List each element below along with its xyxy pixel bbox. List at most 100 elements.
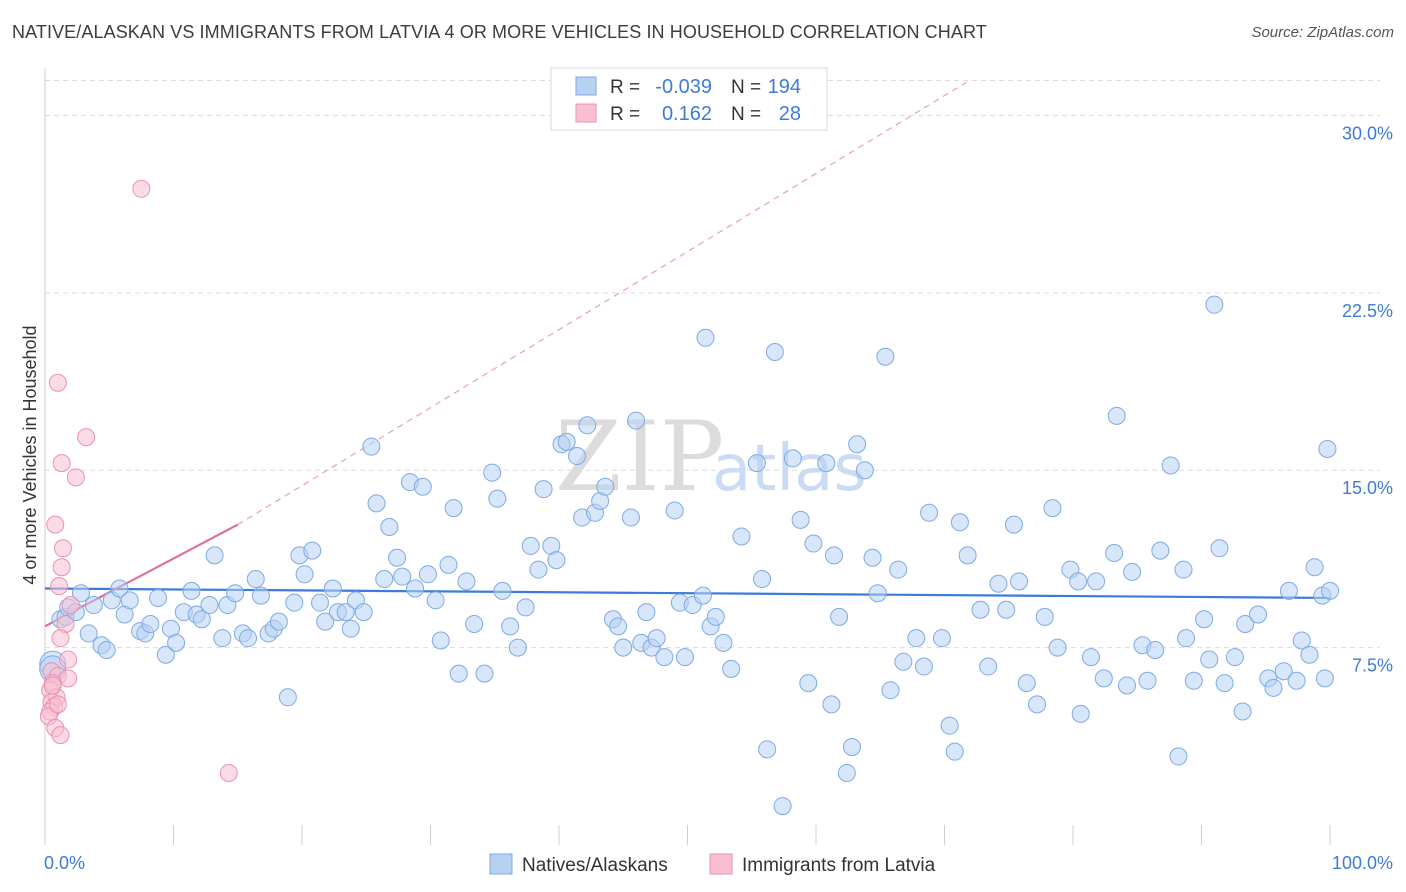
natives-point: [508, 638, 527, 657]
natives-point: [773, 797, 792, 816]
natives-point: [449, 664, 468, 683]
natives-point: [637, 603, 656, 622]
natives-point: [1184, 671, 1203, 690]
natives-point: [920, 503, 939, 522]
natives-point: [413, 477, 432, 496]
natives-point: [1195, 610, 1214, 629]
natives-point: [336, 603, 355, 622]
legend-bottom: Natives/Alaskans Immigrants from Latvia: [489, 853, 936, 876]
latvia-point: [219, 763, 238, 782]
natives-point: [758, 740, 777, 759]
natives-point: [693, 586, 712, 605]
natives-point: [842, 737, 861, 756]
natives-point: [747, 454, 766, 473]
latvia-point: [51, 726, 70, 745]
natives-point: [1264, 678, 1283, 697]
natives-point: [696, 328, 715, 347]
natives-point: [655, 648, 674, 667]
natives-point: [213, 629, 232, 648]
natives-point: [167, 633, 186, 652]
natives-point: [804, 534, 823, 553]
natives-point: [149, 588, 168, 607]
natives-point: [269, 612, 288, 631]
natives-point: [516, 598, 535, 617]
natives-point: [868, 584, 887, 603]
natives-point: [192, 610, 211, 629]
natives-point: [431, 631, 450, 650]
natives-point: [665, 501, 684, 520]
natives-point: [71, 584, 90, 603]
chart-title: NATIVE/ALASKAN VS IMMIGRANTS FROM LATVIA…: [12, 22, 987, 42]
natives-point: [1161, 456, 1180, 475]
latvia-point: [48, 373, 67, 392]
legend-bottom-swatch-blue: [489, 853, 513, 875]
natives-point: [205, 546, 224, 565]
latvia-point: [132, 179, 151, 198]
natives-point: [182, 581, 201, 600]
latvia-point: [48, 695, 67, 714]
natives-point: [1305, 558, 1324, 577]
natives-point: [1010, 572, 1029, 591]
natives-point: [141, 614, 160, 633]
natives-point: [876, 347, 895, 366]
natives-point: [578, 416, 597, 435]
natives-point: [310, 593, 329, 612]
natives-point: [971, 600, 990, 619]
natives-point: [1107, 406, 1126, 425]
natives-point: [393, 567, 412, 586]
natives-point: [889, 560, 908, 579]
legend-r-value-pink: 0.162: [662, 103, 712, 125]
natives-point: [439, 555, 458, 574]
natives-point: [547, 551, 566, 570]
natives-point: [534, 480, 553, 499]
latvia-point: [59, 669, 78, 688]
natives-point: [367, 494, 386, 513]
natives-point: [251, 586, 270, 605]
natives-point: [932, 629, 951, 648]
natives-point: [120, 591, 139, 610]
natives-point: [1249, 605, 1268, 624]
natives-point: [1177, 629, 1196, 648]
natives-point: [1315, 669, 1334, 688]
natives-point: [1017, 674, 1036, 693]
latvia-point: [61, 596, 80, 615]
latvia-point: [52, 558, 71, 577]
y-tick-label: 15.0%: [1342, 478, 1393, 498]
natives-point: [1200, 650, 1219, 669]
legend-n-label-pink: N =: [731, 104, 761, 125]
y-tick-label: 30.0%: [1342, 123, 1393, 143]
natives-point: [567, 447, 586, 466]
natives-point: [596, 477, 615, 496]
watermark-atlas: atlas: [712, 432, 867, 506]
natives-point: [1215, 674, 1234, 693]
chart-source: Source: ZipAtlas.com: [1251, 24, 1394, 41]
natives-point: [881, 681, 900, 700]
natives-point: [483, 463, 502, 482]
latvia-point: [59, 650, 78, 669]
natives-point: [765, 342, 784, 361]
natives-point: [156, 645, 175, 664]
natives-point: [1225, 648, 1244, 667]
legend-swatch-pink: [575, 103, 597, 123]
natives-point: [907, 629, 926, 648]
natives-point: [475, 664, 494, 683]
legend-bottom-label-natives: Natives/Alaskans: [522, 855, 668, 876]
natives-point: [958, 546, 977, 565]
legend-swatch-blue: [575, 76, 597, 96]
natives-point: [84, 596, 103, 615]
natives-point: [418, 565, 437, 584]
natives-point: [79, 624, 98, 643]
natives-point: [1274, 662, 1293, 681]
natives-point: [406, 579, 425, 598]
legend-r-label-blue: R =: [610, 77, 640, 98]
latvia-point: [53, 539, 72, 558]
natives-point: [521, 536, 540, 555]
natives-point: [457, 572, 476, 591]
natives-point: [1043, 499, 1062, 518]
natives-point: [226, 584, 245, 603]
natives-point: [989, 574, 1008, 593]
legend-r-label-pink: R =: [610, 104, 640, 125]
x-tick-label: 0.0%: [44, 853, 85, 873]
natives-point: [824, 546, 843, 565]
natives-point: [493, 581, 512, 600]
